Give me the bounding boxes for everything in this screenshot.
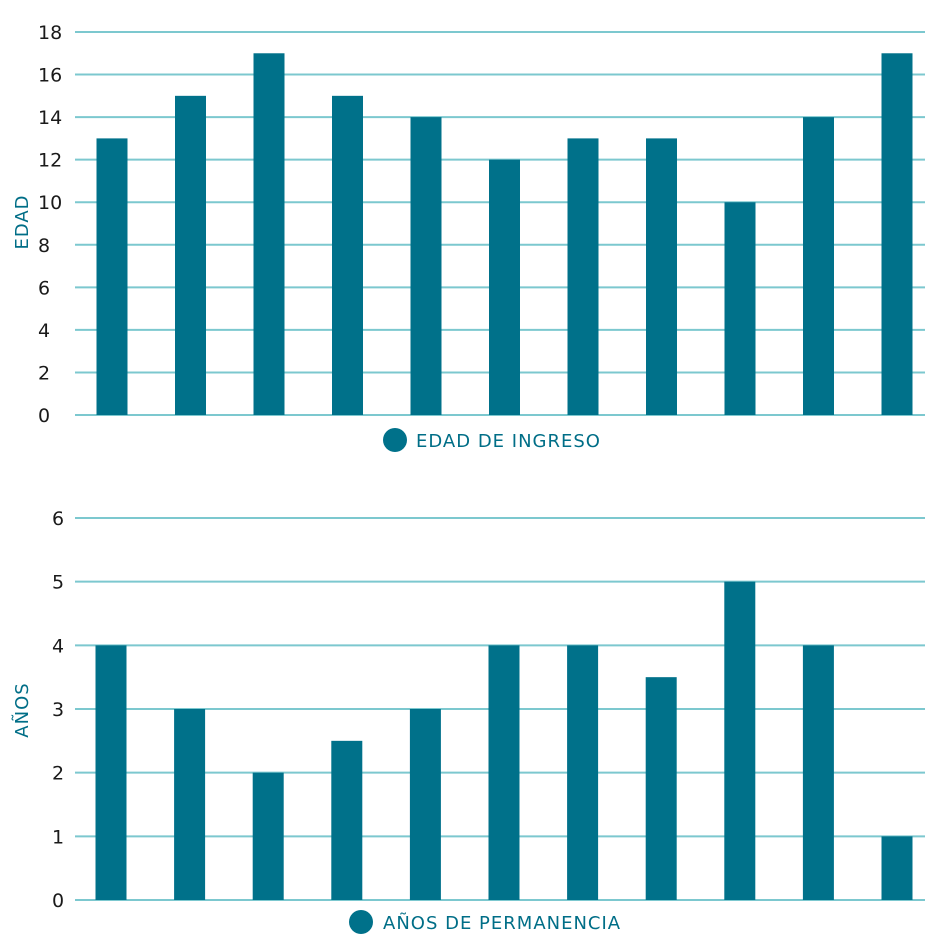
chart2-y-ticks: 0 1 2 3 4 5 6 bbox=[52, 508, 64, 912]
y-tick-label: 6 bbox=[38, 277, 50, 299]
chart2-bars bbox=[95, 581, 913, 900]
chart2-legend-marker bbox=[349, 910, 373, 934]
bar bbox=[645, 677, 677, 900]
chart1-legend-marker bbox=[383, 428, 407, 452]
y-tick-label: 4 bbox=[52, 635, 64, 657]
chart2-y-axis-label: AÑOS bbox=[11, 682, 33, 737]
bar bbox=[175, 95, 206, 415]
bar bbox=[332, 95, 363, 415]
y-tick-label: 2 bbox=[52, 763, 64, 785]
bar bbox=[488, 645, 520, 900]
y-tick-label: 14 bbox=[38, 107, 62, 129]
bar bbox=[724, 202, 756, 415]
y-tick-label: 0 bbox=[38, 405, 50, 427]
bar bbox=[174, 709, 206, 900]
bar bbox=[881, 836, 913, 900]
bar bbox=[252, 772, 284, 900]
chart1-legend: EDAD DE INGRESO bbox=[383, 428, 601, 452]
chart1-bars bbox=[96, 53, 913, 416]
y-tick-label: 10 bbox=[38, 192, 62, 214]
y-tick-label: 3 bbox=[52, 699, 64, 721]
chart1-y-axis-label: EDAD bbox=[12, 194, 33, 249]
bar bbox=[803, 117, 834, 415]
y-tick-label: 16 bbox=[38, 65, 62, 87]
bar bbox=[96, 138, 128, 415]
bar bbox=[489, 159, 520, 415]
chart-anos-de-permanencia: 0 1 2 3 4 5 6 AÑOS AÑOS DE PERMANENCIA bbox=[11, 508, 925, 934]
chart2-legend: AÑOS DE PERMANENCIA bbox=[349, 910, 621, 934]
y-tick-label: 5 bbox=[52, 572, 64, 594]
bar bbox=[567, 645, 599, 900]
y-tick-label: 18 bbox=[38, 22, 62, 44]
bar bbox=[646, 138, 677, 415]
bar bbox=[331, 740, 363, 900]
chart1-y-ticks: 0 2 4 6 8 10 12 14 16 18 bbox=[38, 22, 62, 427]
y-tick-label: 6 bbox=[52, 508, 64, 530]
bar bbox=[95, 645, 127, 900]
y-tick-label: 12 bbox=[38, 150, 62, 172]
bar bbox=[567, 138, 599, 415]
y-tick-label: 1 bbox=[52, 826, 64, 848]
bar bbox=[724, 581, 756, 900]
y-tick-label: 8 bbox=[38, 235, 50, 257]
chart2-legend-label: AÑOS DE PERMANENCIA bbox=[383, 912, 621, 934]
chart-edad-de-ingreso: 0 2 4 6 8 10 12 14 16 18 EDAD EDAD DE INGRESO bbox=[12, 22, 925, 452]
bar bbox=[409, 709, 441, 900]
bar bbox=[802, 645, 834, 900]
bar bbox=[410, 117, 442, 415]
chart1-legend-label: EDAD DE INGRESO bbox=[416, 431, 601, 452]
y-tick-label: 4 bbox=[38, 320, 50, 342]
y-tick-label: 2 bbox=[38, 362, 50, 384]
y-tick-label: 0 bbox=[52, 890, 64, 912]
bar bbox=[881, 53, 913, 416]
bar bbox=[253, 53, 285, 416]
